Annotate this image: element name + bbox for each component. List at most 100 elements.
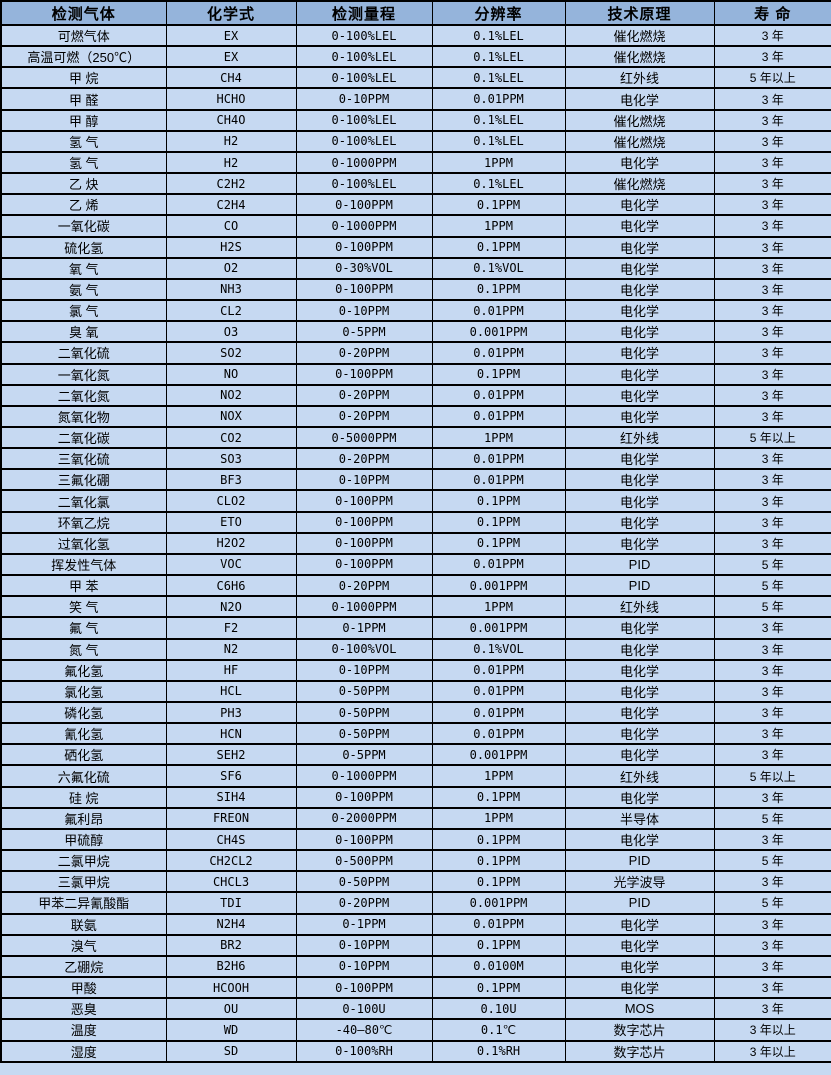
formula-cell: CH4O (165, 108, 297, 132)
lifespan-cell: 3 年以上 (713, 1039, 831, 1063)
principle-cell: PID (564, 891, 715, 915)
resolution-cell: 0.01PPM (431, 722, 566, 746)
table-row: 氢 气 H2 0-1000PPM 1PPM 电化学 3 年 (0, 150, 831, 175)
formula-cell: H2 (165, 129, 297, 153)
lifespan-cell: 3 年 (713, 256, 831, 280)
range-cell: 0-100PPM (295, 552, 433, 577)
resolution-cell: 0.1PPM (431, 510, 566, 534)
formula-cell: NOX (165, 404, 297, 428)
formula-cell: NO2 (165, 383, 297, 407)
lifespan-cell: 3 年 (713, 341, 831, 365)
gas-name-cell: 湿度 (0, 1039, 167, 1063)
lifespan-cell: 3 年 (713, 489, 831, 513)
formula-cell: HCN (165, 722, 297, 746)
lifespan-cell: 3 年以上 (713, 1018, 831, 1042)
lifespan-cell: 3 年 (713, 976, 831, 1000)
table-row: 臭 氧 O3 0-5PPM 0.001PPM 电化学 3 年 (0, 320, 831, 344)
principle-cell: 电化学 (564, 976, 715, 1000)
resolution-cell: 0.01PPM (431, 658, 566, 682)
principle-cell: 电化学 (564, 277, 715, 302)
lifespan-cell: 3 年 (713, 785, 831, 809)
table-row: 甲 醇 CH4O 0-100%LEL 0.1%LEL 催化燃烧 3 年 (0, 108, 831, 132)
formula-cell: CO2 (165, 425, 297, 450)
gas-name-cell: 一氧化碳 (0, 214, 167, 238)
formula-cell: NH3 (165, 277, 297, 302)
range-cell: 0-5PPM (295, 743, 433, 767)
gas-name-cell: 氯 气 (0, 299, 167, 323)
gas-name-cell: 三氟化硼 (0, 468, 167, 492)
formula-cell: CH4 (165, 66, 297, 90)
formula-cell: H2S (165, 235, 297, 259)
resolution-cell: 0.001PPM (431, 574, 566, 598)
principle-cell: 数字芯片 (564, 1018, 715, 1042)
table-row: 三氧化硫 SO3 0-20PPM 0.01PPM 电化学 3 年 (0, 447, 831, 471)
principle-cell: 催化燃烧 (564, 45, 715, 69)
gas-name-cell: 甲 醇 (0, 108, 167, 132)
formula-cell: WD (165, 1018, 297, 1042)
range-cell: 0-20PPM (295, 891, 433, 915)
principle-cell: MOS (564, 997, 715, 1021)
resolution-cell: 0.01PPM (431, 87, 566, 111)
resolution-cell: 0.001PPM (431, 320, 566, 344)
resolution-cell: 0.01PPM (431, 700, 566, 725)
resolution-cell: 1PPM (431, 214, 566, 238)
table-row: 甲酸 HCOOH 0-100PPM 0.1PPM 电化学 3 年 (0, 976, 831, 1000)
table-row: 硅 烷 SIH4 0-100PPM 0.1PPM 电化学 3 年 (0, 785, 831, 809)
gas-name-cell: 臭 氧 (0, 320, 167, 344)
gas-name-cell: 甲 烷 (0, 66, 167, 90)
formula-cell: N2H4 (165, 912, 297, 936)
lifespan-cell: 3 年 (713, 447, 831, 471)
lifespan-cell: 3 年 (713, 299, 831, 323)
table-row: 过氧化氢 H2O2 0-100PPM 0.1PPM 电化学 3 年 (0, 531, 831, 555)
gas-name-cell: 二氧化硫 (0, 341, 167, 365)
principle-cell: 电化学 (564, 679, 715, 704)
gas-name-cell: 二氯甲烷 (0, 849, 167, 873)
resolution-cell: 0.001PPM (431, 616, 566, 640)
gas-name-cell: 挥发性气体 (0, 552, 167, 577)
formula-cell: SF6 (165, 764, 297, 788)
principle-cell: 电化学 (564, 510, 715, 534)
range-cell: 0-20PPM (295, 404, 433, 428)
gas-name-cell: 环氧乙烷 (0, 510, 167, 534)
table-row: 甲硫醇 CH4S 0-100PPM 0.1PPM 电化学 3 年 (0, 827, 831, 852)
principle-cell: 电化学 (564, 383, 715, 407)
resolution-cell: 0.001PPM (431, 891, 566, 915)
formula-cell: CH2CL2 (165, 849, 297, 873)
lifespan-cell: 5 年 (713, 595, 831, 619)
principle-cell: 电化学 (564, 743, 715, 767)
gas-name-cell: 三氯甲烷 (0, 870, 167, 894)
table-row: 氯化氢 HCL 0-50PPM 0.01PPM 电化学 3 年 (0, 679, 831, 704)
column-header-2: 化学式 (165, 0, 297, 26)
gas-name-cell: 可燃气体 (0, 23, 167, 48)
gas-name-cell: 氮氧化物 (0, 404, 167, 428)
lifespan-cell: 3 年 (713, 87, 831, 111)
range-cell: 0-100PPM (295, 785, 433, 809)
gas-name-cell: 三氧化硫 (0, 447, 167, 471)
formula-cell: H2O2 (165, 531, 297, 555)
principle-cell: 电化学 (564, 531, 715, 555)
gas-name-cell: 磷化氢 (0, 700, 167, 725)
resolution-cell: 0.1%LEL (431, 129, 566, 153)
resolution-cell: 0.1PPM (431, 933, 566, 957)
gas-name-cell: 温度 (0, 1018, 167, 1042)
principle-cell: 电化学 (564, 785, 715, 809)
principle-cell: PID (564, 574, 715, 598)
table-row: 甲 苯 C6H6 0-20PPM 0.001PPM PID 5 年 (0, 574, 831, 598)
principle-cell: 数字芯片 (564, 1039, 715, 1063)
lifespan-cell: 5 年 (713, 552, 831, 577)
range-cell: 0-10PPM (295, 954, 433, 979)
lifespan-cell: 3 年 (713, 616, 831, 640)
formula-cell: HCL (165, 679, 297, 704)
formula-cell: C2H4 (165, 193, 297, 217)
formula-cell: ETO (165, 510, 297, 534)
range-cell: 0-20PPM (295, 447, 433, 471)
gas-name-cell: 氢 气 (0, 150, 167, 175)
formula-cell: N2 (165, 637, 297, 661)
table-row: 甲苯二异氰酸酯 TDI 0-20PPM 0.001PPM PID 5 年 (0, 891, 831, 915)
range-cell: 0-20PPM (295, 574, 433, 598)
gas-name-cell: 氧 气 (0, 256, 167, 280)
principle-cell: 电化学 (564, 637, 715, 661)
column-header-3: 检测量程 (295, 0, 433, 26)
range-cell: 0-100PPM (295, 362, 433, 386)
gas-name-cell: 氨 气 (0, 277, 167, 302)
